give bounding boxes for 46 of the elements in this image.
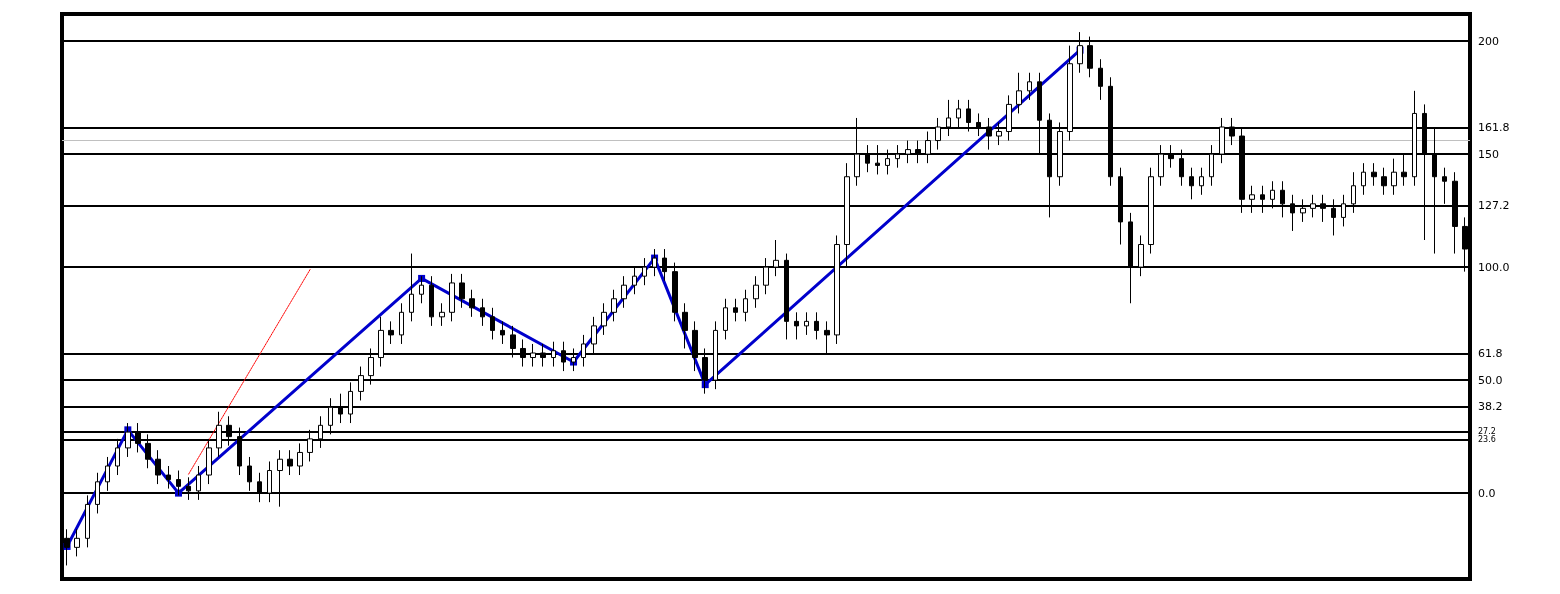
candlestick [601, 302, 607, 336]
candlestick [621, 275, 627, 309]
candlestick [429, 275, 434, 327]
candlestick [1361, 162, 1366, 196]
candlestick [682, 302, 688, 349]
candlestick [490, 307, 495, 340]
candlestick [1381, 167, 1387, 196]
candlestick [500, 320, 505, 345]
y-tick-label: 27.2 [1478, 427, 1496, 437]
y-tick-label: 38.2 [1478, 400, 1503, 414]
candlestick [1371, 162, 1377, 187]
y-tick-label: 161.8 [1478, 120, 1510, 134]
candlestick [611, 289, 617, 322]
candlestick [469, 289, 475, 318]
y-tick-label: 127.2 [1478, 199, 1510, 213]
candlestick [459, 273, 465, 309]
candlestick [388, 320, 394, 345]
candlestick [1098, 58, 1103, 101]
y-tick-label: 200 [1478, 34, 1499, 48]
candlestick [166, 465, 171, 490]
candlestick [439, 302, 445, 327]
candlestick [743, 289, 748, 322]
candlestick [74, 528, 80, 557]
candlestick [1016, 72, 1022, 114]
candlestick [753, 275, 759, 309]
candlestick [155, 449, 161, 485]
y-tick-label: 0.0 [1478, 486, 1496, 500]
y-tick-label: 23.6 [1478, 435, 1496, 445]
y-tick-label: 61.8 [1478, 346, 1503, 360]
candlestick [297, 442, 303, 476]
y-tick-label: 150 [1478, 147, 1499, 161]
y-tick-label: 50.0 [1478, 373, 1503, 387]
candlestick [814, 311, 819, 340]
y-tick-label: 100.0 [1478, 260, 1510, 274]
candlestick [399, 302, 404, 345]
candlestick [480, 298, 485, 327]
candlestick [733, 298, 738, 322]
candlestick [287, 449, 293, 476]
candlestick [1027, 72, 1032, 101]
candlestick [1189, 167, 1194, 200]
candlestick [449, 273, 455, 322]
candlestick [1391, 158, 1397, 196]
candlestick [1199, 167, 1204, 196]
candlestick [723, 298, 728, 340]
candlestick [794, 311, 799, 340]
candlestick [804, 311, 809, 336]
